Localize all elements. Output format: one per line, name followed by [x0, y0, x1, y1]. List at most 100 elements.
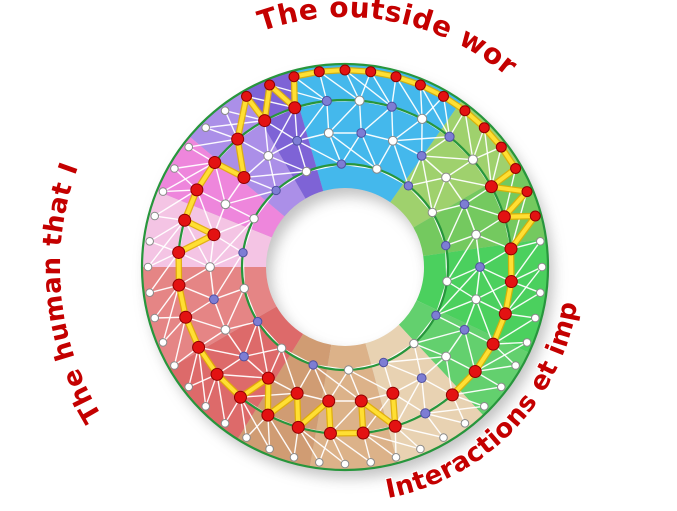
mesh-line [392, 136, 451, 142]
node-red [179, 310, 193, 324]
mesh-line [358, 99, 362, 134]
node-purple [403, 181, 414, 191]
node-white [143, 262, 153, 272]
mesh-line [213, 217, 255, 236]
node-white [511, 361, 520, 370]
mesh-line [297, 426, 346, 465]
node-white [276, 343, 287, 353]
node-purple [444, 131, 455, 142]
node-red [313, 66, 325, 78]
node-white [249, 213, 259, 224]
node-white [220, 324, 231, 335]
node-purple [459, 199, 470, 210]
mesh-line [296, 100, 328, 142]
node-red [322, 394, 336, 408]
node-purple [459, 324, 470, 335]
mesh-line [188, 346, 200, 388]
mesh-line [475, 298, 494, 345]
node-white [417, 113, 428, 124]
node-white [301, 166, 312, 177]
mesh-line [197, 346, 207, 407]
node-red [356, 426, 370, 440]
nodes [143, 64, 547, 469]
mesh-line [209, 217, 255, 268]
node-red [414, 79, 426, 91]
mesh-line [413, 342, 423, 379]
mesh-line [328, 132, 343, 165]
mesh-line [421, 155, 447, 179]
mesh-line [209, 266, 215, 300]
mesh-line [407, 155, 423, 187]
node-red [291, 420, 305, 434]
node-red [233, 390, 247, 404]
mesh-line [329, 400, 362, 435]
node-red [190, 183, 204, 197]
mesh-line [268, 84, 328, 102]
mesh-line [424, 405, 485, 415]
node-red [478, 122, 490, 134]
node-red [288, 101, 302, 115]
node-white [391, 452, 401, 462]
mesh-line [504, 292, 542, 315]
node-purple [378, 357, 389, 368]
node-purple [416, 373, 427, 384]
mesh-line [173, 161, 216, 170]
mesh-line [445, 233, 477, 247]
node-red [497, 210, 511, 224]
mesh-line [188, 138, 239, 148]
mesh-line [340, 132, 362, 165]
node-red [386, 386, 400, 400]
node-white [184, 142, 194, 152]
node-white [150, 313, 160, 323]
node-red [192, 340, 206, 354]
mesh-line [216, 373, 226, 424]
node-white [145, 288, 154, 298]
node-red [208, 155, 222, 169]
mesh-line [239, 396, 271, 450]
mesh-line [424, 412, 466, 424]
mesh-line [209, 251, 244, 268]
mesh-line [392, 140, 423, 157]
mesh-line [435, 298, 477, 317]
mesh-line [328, 132, 378, 170]
label-human-that-i-am-text: The human that I am [0, 0, 109, 429]
node-purple [238, 247, 248, 258]
mesh-line [267, 155, 277, 192]
node-red [445, 388, 459, 402]
mesh-line [213, 299, 227, 331]
node-white [441, 172, 451, 183]
mesh-line [360, 105, 393, 134]
node-red [241, 90, 252, 102]
mesh-line [504, 266, 543, 315]
node-red [388, 419, 402, 433]
mesh-line [445, 329, 466, 357]
mesh-line [479, 266, 507, 315]
node-white [220, 106, 230, 116]
node-purple [420, 408, 431, 419]
mesh-line [463, 203, 505, 218]
node-white [170, 361, 179, 370]
mesh-line [445, 158, 474, 179]
mesh-line [267, 414, 295, 458]
mesh-line [204, 119, 266, 129]
mesh-line [445, 176, 493, 188]
mesh-line [185, 316, 227, 331]
mesh-line [243, 347, 283, 358]
mesh-line [267, 155, 308, 173]
node-white [201, 123, 210, 132]
mesh-line [492, 317, 536, 345]
mesh-line [391, 105, 394, 142]
sector-purple [243, 71, 324, 199]
label-outside-world: The outside world [0, 0, 524, 82]
mesh-line [243, 320, 259, 358]
node-red [258, 114, 272, 128]
node-white [323, 128, 334, 138]
mesh-line [510, 190, 528, 250]
node-red [504, 242, 518, 256]
node-white [427, 207, 438, 218]
node-purple [336, 159, 347, 169]
mesh-line [267, 107, 296, 157]
node-white [205, 262, 215, 272]
node-red [261, 408, 275, 422]
